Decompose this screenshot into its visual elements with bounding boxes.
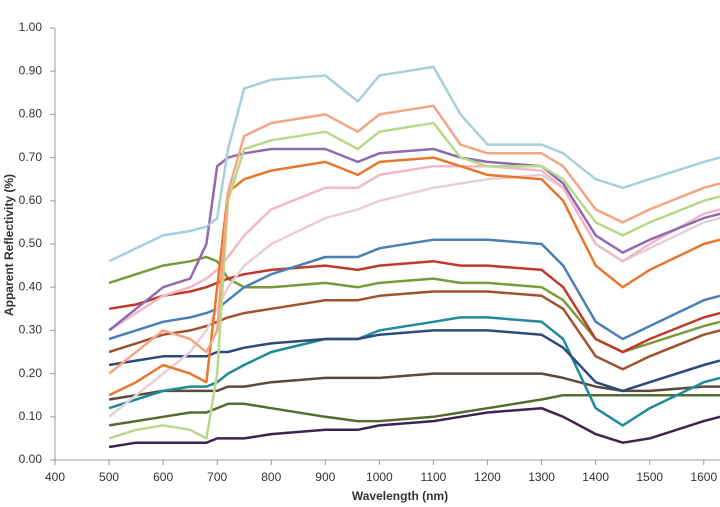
y-tick-label: 0.50 xyxy=(19,236,43,250)
x-tick-label: 900 xyxy=(315,470,335,484)
x-tick-label: 1300 xyxy=(528,470,555,484)
y-tick-label: 1.00 xyxy=(19,20,43,34)
spectrum-line xyxy=(108,104,720,375)
x-tick-label: 1200 xyxy=(474,470,501,484)
y-tick-label: 0.60 xyxy=(19,193,43,207)
x-tick-label: 1600 xyxy=(690,470,717,484)
y-tick-label: 0.40 xyxy=(19,279,43,293)
x-tick-label: 1100 xyxy=(421,470,447,484)
x-tick-label: 1500 xyxy=(636,470,663,484)
x-tick-label: 1000 xyxy=(366,470,393,484)
x-tick-label: 600 xyxy=(153,470,173,484)
x-tick-label: 700 xyxy=(207,470,227,484)
spectrum-line xyxy=(108,393,720,427)
spectrum-line xyxy=(108,260,720,354)
x-tick-label: 400 xyxy=(45,470,65,484)
y-tick-label: 0.30 xyxy=(19,323,43,337)
y-tick-label: 0.00 xyxy=(19,452,43,466)
spectrum-line xyxy=(108,372,720,401)
x-axis-title: Wavelength (nm) xyxy=(352,489,448,503)
spectrum-line xyxy=(108,329,720,393)
y-tick-label: 0.20 xyxy=(19,366,43,380)
y-tick-label: 0.70 xyxy=(19,150,43,164)
spectrum-line xyxy=(108,147,720,332)
spectrum-line xyxy=(108,121,720,440)
plot-area xyxy=(108,65,720,449)
spectrum-line xyxy=(108,406,720,449)
y-tick-label: 0.90 xyxy=(19,63,43,77)
y-axis-title: Apparent Reflectivity (%) xyxy=(2,174,16,316)
spectrum-line xyxy=(108,316,720,427)
y-tick-label: 0.80 xyxy=(19,107,43,121)
x-tick-label: 500 xyxy=(99,470,119,484)
x-tick-label: 1400 xyxy=(582,470,609,484)
spectrum-line xyxy=(108,164,720,332)
spectrum-line xyxy=(108,238,720,341)
spectrum-line xyxy=(108,65,720,263)
spectrum-line xyxy=(108,156,720,397)
x-tick-label: 800 xyxy=(261,470,281,484)
spectrum-line xyxy=(108,290,720,371)
y-tick-label: 0.10 xyxy=(19,409,43,423)
